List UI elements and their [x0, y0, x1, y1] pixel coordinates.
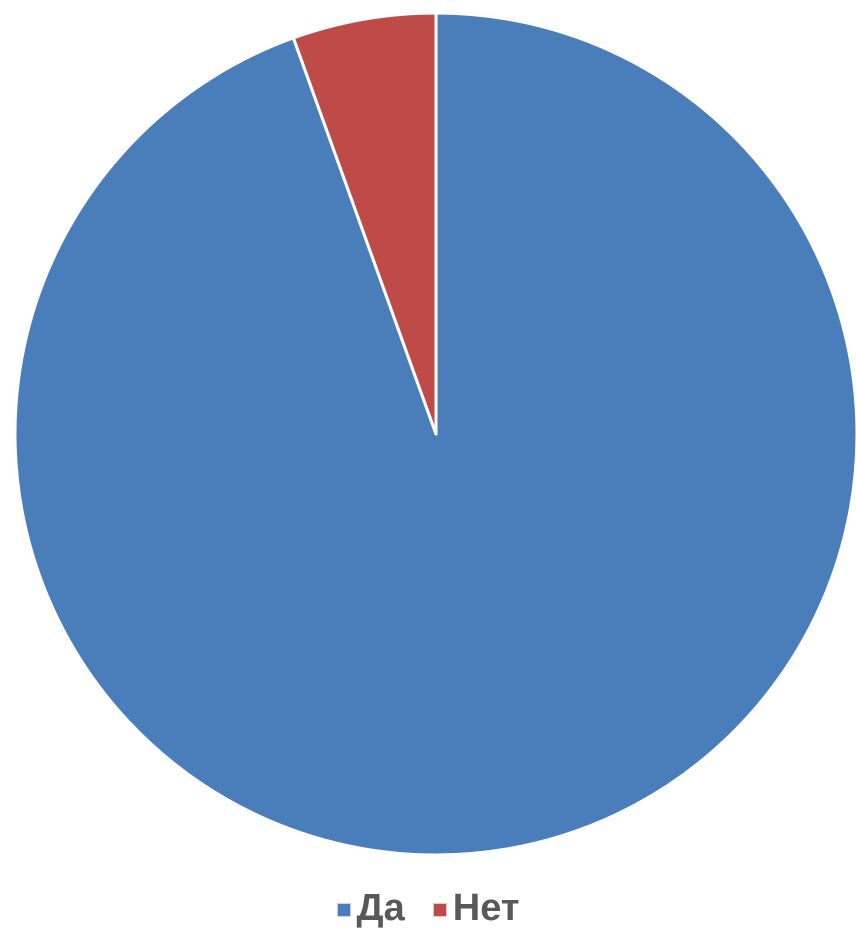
legend-swatch-net	[432, 903, 447, 917]
chart-legend: Да Нет	[0, 884, 856, 932]
pie-slice-net	[291, 11, 438, 436]
pie-chart	[13, 11, 856, 857]
legend-item-da: Да	[336, 887, 405, 929]
legend-item-net: Нет	[432, 887, 520, 929]
pie-slices	[13, 11, 856, 857]
legend-label-da: Да	[356, 887, 405, 929]
legend-label-net: Нет	[452, 887, 520, 929]
legend-swatch-da	[336, 903, 351, 917]
